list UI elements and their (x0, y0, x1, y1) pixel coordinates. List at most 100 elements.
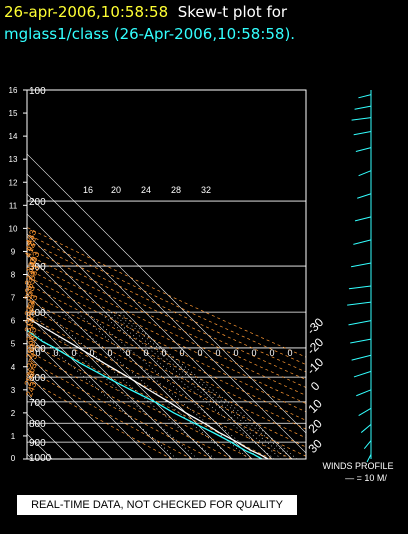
temperature-trace (27, 317, 269, 459)
height-label: 11 (9, 201, 18, 210)
isotherm-line (27, 333, 153, 459)
mixing-ratio-small-label: 0 (233, 348, 238, 358)
mixing-ratio-small-label: 0 (35, 348, 40, 358)
wind-barb (360, 424, 372, 433)
height-label: 5 (11, 340, 16, 349)
pressure-label: 600 (29, 373, 46, 384)
isotherm-line (27, 353, 133, 459)
plot-border (26, 89, 307, 460)
winds-profile-label: WINDS PROFILE (322, 461, 393, 471)
mixing-ratio-line (76, 311, 250, 459)
mixing-ratio-line (85, 311, 260, 459)
dry-adiabat-line (27, 315, 306, 457)
dewpoint-trace (27, 329, 263, 459)
isotherm-line (27, 173, 306, 454)
potential-temperature-label: 343 (25, 293, 40, 311)
chart-title-line-1: 26-apr-2006,10:58:58 Skew-t plot for (4, 2, 287, 22)
right-temperature-label: 30 (305, 436, 325, 456)
height-label: 3 (11, 386, 16, 395)
mixing-ratio-line (105, 311, 282, 459)
sounding-traces (27, 317, 269, 459)
isotherm-line (27, 393, 93, 459)
potential-temperature-label: 303 (24, 326, 39, 344)
height-label: 9 (11, 247, 16, 256)
wind-barb (353, 239, 372, 245)
potential-temperature-label: 283 (24, 343, 39, 361)
mixing-ratio-small-label: 0 (89, 348, 94, 358)
right-temperature-label: -20 (304, 335, 326, 357)
potential-temperature-label: 373 (23, 270, 38, 288)
isotherm-line (27, 313, 173, 459)
quality-disclaimer: REAL-TIME DATA, NOT CHECKED FOR QUALITY (17, 495, 297, 515)
isotherm-line (27, 253, 233, 459)
potential-temperature-label: 243 (24, 381, 39, 399)
dry-adiabat-line (27, 275, 306, 413)
wind-barb (353, 370, 372, 378)
dry-adiabat-line (27, 350, 232, 459)
isotherm-line (27, 213, 273, 459)
dry-adiabat-line (27, 247, 306, 381)
dry-adiabat-line (27, 227, 306, 358)
mixing-ratio-small-label: 0 (215, 348, 220, 358)
winds-scale-label: — = 10 M/ (345, 473, 387, 483)
wind-barb (366, 454, 372, 463)
dry-adiabat-line (27, 261, 306, 396)
mixing-ratio-small-label: 0 (161, 348, 166, 358)
height-label: 7 (11, 294, 16, 303)
wind-barb (351, 262, 372, 268)
potential-temperature-label: 273 (25, 352, 40, 370)
height-label: 10 (9, 224, 18, 233)
pressure-label: 500 (29, 344, 46, 355)
dry-adiabat-line (27, 307, 306, 448)
wind-profile: WINDS PROFILE — = 10 M/ (322, 90, 394, 483)
wind-barb (354, 216, 372, 222)
plot-frame (26, 89, 307, 460)
dry-adiabat-line (27, 359, 212, 459)
potential-temperature-label: 433 (24, 228, 39, 246)
mixing-ratio-small-label: 0 (287, 348, 292, 358)
pressure-label: 300 (29, 262, 46, 273)
mixing-ratio-label: 24 (141, 185, 151, 195)
dry-adiabat-line (27, 283, 306, 421)
wind-barb (348, 285, 372, 290)
potential-temperature-label: 403 (27, 250, 42, 268)
mixing-ratio-small-label: 0 (251, 348, 256, 358)
height-label: 16 (9, 86, 18, 95)
height-label: 0 (11, 454, 16, 463)
isotherm-line (27, 153, 306, 434)
dry-adiabat-line (27, 332, 272, 459)
wind-barb (347, 301, 372, 306)
potential-temperature-label: 323 (23, 308, 38, 326)
wind-barb (355, 147, 372, 152)
wind-barb (351, 354, 372, 361)
diagram-grid (27, 90, 306, 459)
height-label: 1 (11, 432, 16, 441)
wind-barb (363, 440, 372, 449)
mixing-ratio-small-label: 0 (53, 348, 58, 358)
mixing-ratio-label: 20 (111, 185, 121, 195)
potential-temperature-label: 393 (24, 256, 39, 274)
wind-barb (357, 193, 372, 199)
height-label: 15 (9, 109, 18, 118)
right-temperature-label: -30 (304, 315, 326, 337)
potential-temperature-label: 383 (27, 264, 42, 282)
mixing-ratio-small-label: 0 (197, 348, 202, 358)
wind-barb (358, 94, 372, 99)
height-label: 12 (9, 178, 18, 187)
dry-adiabat-line (27, 368, 192, 459)
height-label: 6 (11, 317, 16, 326)
mixing-ratio-line (29, 311, 198, 459)
mixing-ratio-label: 32 (201, 185, 211, 195)
wind-barb (358, 407, 372, 416)
height-label: 8 (11, 271, 16, 280)
potential-temperature-label: 313 (22, 316, 37, 334)
potential-temperature-label: 263 (24, 361, 39, 379)
wind-barb (350, 338, 372, 344)
height-label: 2 (11, 409, 16, 418)
title-timestamp: 26-apr-2006,10:58:58 (4, 3, 169, 21)
chart-title-line-2: mglass1/class (26-Apr-2006,10:58:58). (4, 25, 296, 43)
pressure-label: 400 (29, 308, 46, 319)
wind-barb (354, 105, 372, 110)
dry-adiabat-line (27, 378, 172, 459)
